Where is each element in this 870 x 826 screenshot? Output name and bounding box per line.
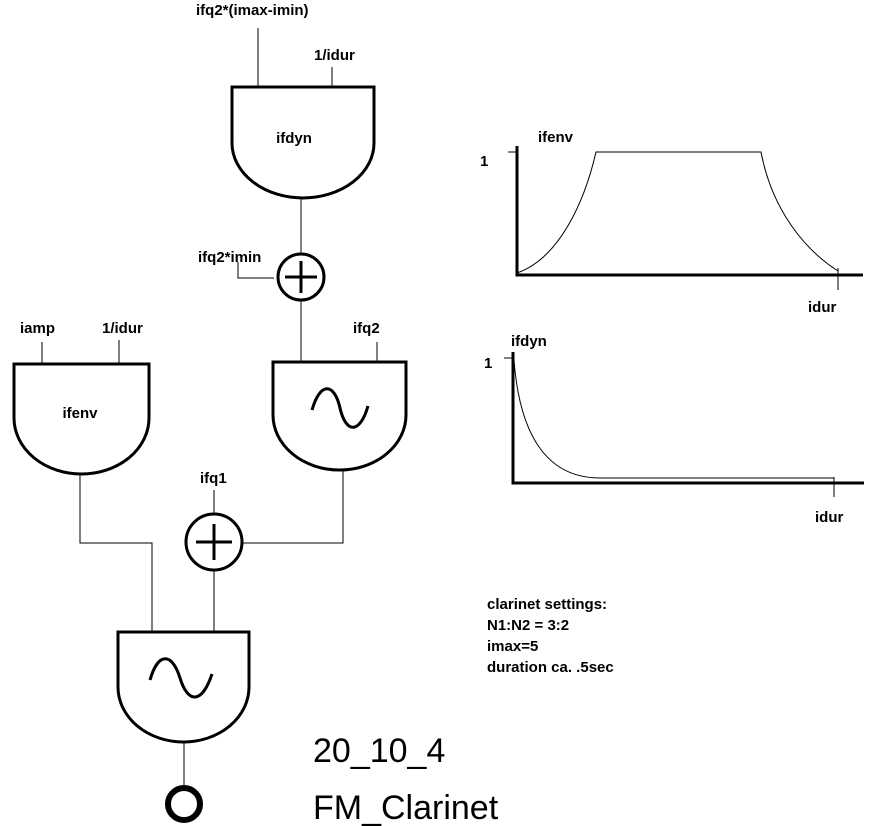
adder2-input-label: ifq1 bbox=[200, 470, 227, 487]
wire-osc2-to-adder2 bbox=[240, 470, 344, 544]
ifdyn-graph: ifdyn 1 idur bbox=[484, 333, 864, 526]
ifenv-curve bbox=[516, 151, 839, 274]
note-line: imax=5 bbox=[487, 638, 538, 655]
wire-env-to-osc1 bbox=[79, 474, 153, 632]
osc2-input-label: ifq2 bbox=[353, 320, 380, 337]
ifenv-x-tick-label: idur bbox=[808, 299, 836, 316]
env-input-a-label: iamp bbox=[20, 320, 55, 337]
env-input-b-label: 1/idur bbox=[102, 320, 143, 337]
ifenv-graph: ifenv 1 idur bbox=[480, 129, 863, 316]
ifenv-y-tick-label: 1 bbox=[480, 153, 488, 170]
ifdyn-unit-label: ifdyn bbox=[276, 130, 312, 147]
ifdyn-x-tick-label: idur bbox=[815, 509, 843, 526]
adder-1 bbox=[276, 252, 326, 302]
signal-wires bbox=[41, 28, 378, 788]
sine-wave-icon bbox=[310, 387, 370, 429]
ifenv-envelope-unit bbox=[12, 362, 151, 476]
note-line: N1:N2 = 3:2 bbox=[487, 617, 569, 634]
top-input-a-label: ifq2*(imax-imin) bbox=[196, 2, 309, 19]
ifdyn-y-tick-label: 1 bbox=[484, 355, 492, 372]
sine-wave-icon bbox=[148, 657, 214, 699]
audio-output-icon bbox=[165, 785, 203, 823]
ifdyn-curve bbox=[513, 359, 834, 479]
oscillator-2-unit bbox=[271, 360, 408, 472]
ifenv-unit-label: ifenv bbox=[62, 405, 98, 422]
ifdyn-envelope-unit bbox=[230, 85, 376, 200]
adder1-input-label: ifq2*imin bbox=[198, 249, 261, 266]
ifenv-graph-axes bbox=[515, 146, 863, 277]
ifenv-graph-title: ifenv bbox=[538, 129, 574, 146]
figure-number: 20_10_4 bbox=[313, 732, 445, 770]
ifdyn-graph-axes bbox=[511, 352, 864, 485]
clarinet-settings-notes: clarinet settings: N1:N2 = 3:2 imax=5 du… bbox=[487, 596, 614, 676]
adder-2 bbox=[184, 512, 244, 572]
note-line: clarinet settings: bbox=[487, 596, 607, 613]
ifdyn-graph-title: ifdyn bbox=[511, 333, 547, 350]
top-input-b-label: 1/idur bbox=[314, 47, 355, 64]
wire-imin-to-adder bbox=[237, 262, 274, 279]
note-line: duration ca. .5sec bbox=[487, 659, 614, 676]
figure-title: FM_Clarinet bbox=[313, 789, 499, 826]
